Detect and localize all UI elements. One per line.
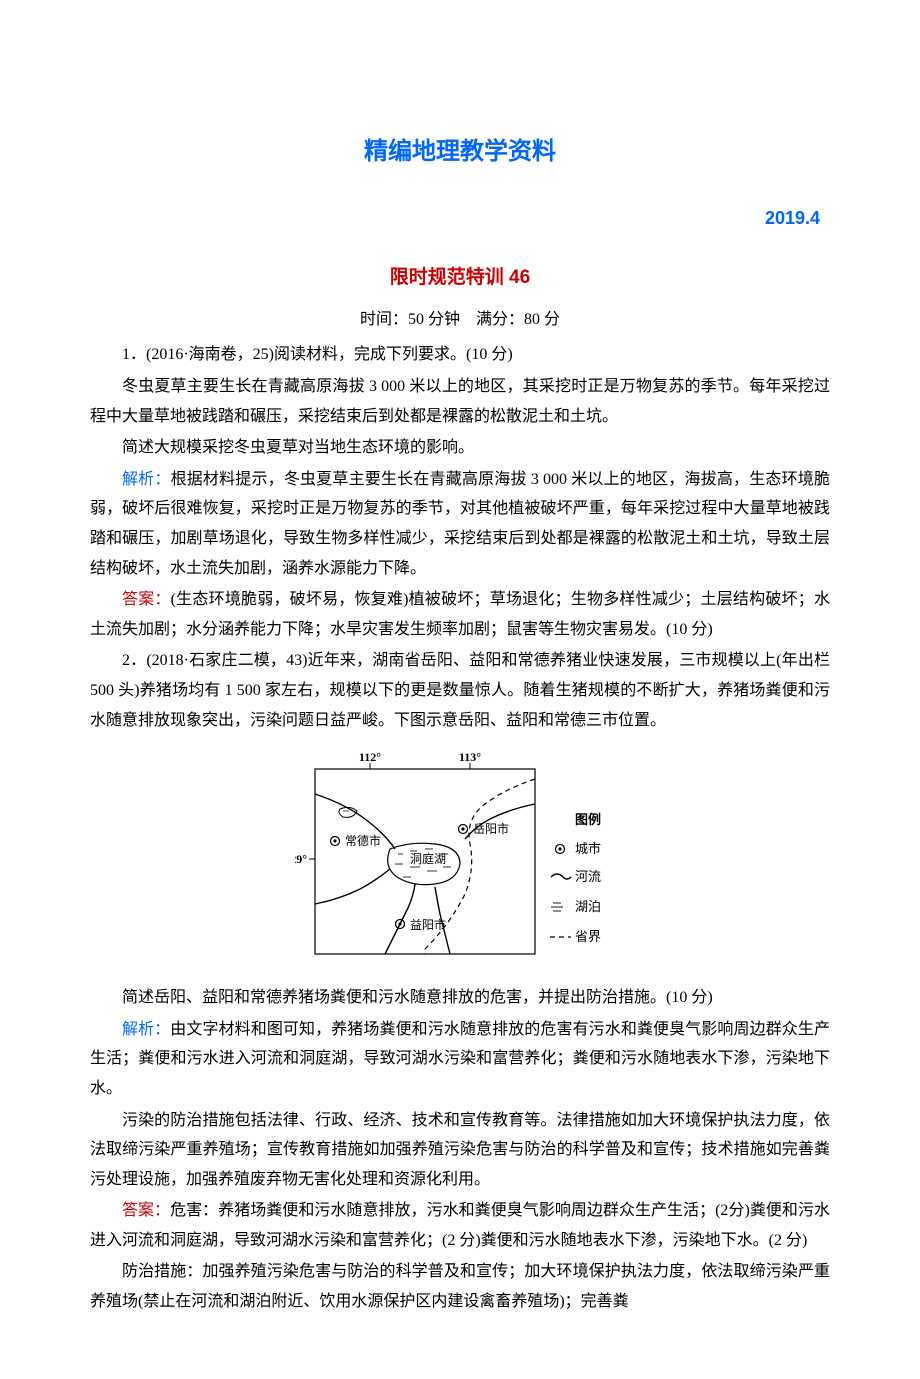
map-figure: 112° 113° 29° 岳阳市 常德市 益阳市 洞庭湖 图例 城市 河流 湖… — [90, 749, 830, 969]
lon-label-1: 112° — [359, 750, 381, 764]
legend-title: 图例 — [575, 812, 601, 827]
q1-answer: 答案：(生态环境脆弱，破坏易，恢复难)植被破坏；草场退化；生物多样性减少；土层结… — [90, 585, 830, 644]
q2-answer-text-1: 危害：养猪场粪便和污水随意排放，污水和粪便臭气影响周边群众生产生活；(2分)粪便… — [90, 1202, 830, 1249]
q1-analysis-text: 根据材料提示，冬虫夏草主要生长在青藏高原海拔 3 000 米以上的地区，海拔高，… — [90, 471, 830, 577]
legend-city-label: 城市 — [575, 841, 601, 856]
city-label-changde: 常德市 — [345, 833, 381, 848]
q2-stem: 2．(2018·石家庄二模，43)近年来，湖南省岳阳、益阳和常德养猪业快速发展，… — [90, 646, 830, 735]
q2-analysis-1: 解析：由文字材料和图可知，养猪场粪便和污水随意排放的危害有污水和粪便臭气影响周边… — [90, 1015, 830, 1104]
q1-analysis: 解析：根据材料提示，冬虫夏草主要生长在青藏高原海拔 3 000 米以上的地区，海… — [90, 465, 830, 583]
q1-p1: 冬虫夏草主要生长在青藏高原海拔 3 000 米以上的地区，其采挖时正是万物复苏的… — [90, 372, 830, 431]
analysis-label: 解析： — [122, 1021, 170, 1038]
legend-river-icon — [551, 874, 571, 879]
q1-stem: 1．(2016·海南卷，25)阅读材料，完成下列要求。(10 分) — [90, 340, 830, 370]
q1-p2: 简述大规模采挖冬虫夏草对当地生态环境的影响。 — [90, 433, 830, 463]
map-svg: 112° 113° 29° 岳阳市 常德市 益阳市 洞庭湖 图例 城市 河流 湖… — [295, 749, 625, 969]
answer-label: 答案： — [122, 591, 171, 608]
legend-lake-label: 湖泊 — [575, 899, 601, 914]
legend-river-label: 河流 — [575, 869, 601, 884]
main-title: 精编地理教学资料 — [90, 130, 830, 174]
q2-answer-2: 防治措施：加强养殖污染危害与防治的科学普及和宣传；加大环境保护执法力度，依法取缔… — [90, 1257, 830, 1316]
time-line: 时间：50 分钟 满分：80 分 — [90, 305, 830, 335]
lat-label: 29° — [295, 852, 307, 866]
q2-task: 简述岳阳、益阳和常德养猪场粪便和污水随意排放的危害，并提出防治措施。(10 分) — [90, 983, 830, 1013]
city-dot — [333, 840, 336, 843]
answer-label: 答案： — [122, 1202, 170, 1219]
lon-label-2: 113° — [459, 750, 481, 764]
subtitle: 限时规范特训 46 — [90, 260, 830, 295]
lake-label: 洞庭湖 — [410, 851, 446, 866]
city-label-yiyang: 益阳市 — [410, 917, 446, 932]
city-label-yueyang: 岳阳市 — [473, 821, 509, 836]
city-dot — [398, 923, 401, 926]
q1-answer-text: (生态环境脆弱，破坏易，恢复难)植被破坏；草场退化；生物多样性减少；土层结构破坏… — [90, 591, 830, 638]
river-3 — [315, 869, 390, 904]
q2-analysis-text-1: 由文字材料和图可知，养猪场粪便和污水随意排放的危害有污水和粪便臭气影响周边群众生… — [90, 1021, 830, 1097]
analysis-label: 解析： — [122, 471, 171, 488]
date-label: 2019.4 — [90, 202, 830, 235]
legend-border-label: 省界 — [575, 929, 601, 944]
legend-city-dot — [558, 848, 561, 851]
q2-answer-1: 答案：危害：养猪场粪便和污水随意排放，污水和粪便臭气影响周边群众生产生活；(2分… — [90, 1196, 830, 1255]
city-dot — [461, 828, 464, 831]
q2-analysis-2: 污染的防治措施包括法律、行政、经济、技术和宣传教育等。法律措施如加大环境保护执法… — [90, 1106, 830, 1195]
